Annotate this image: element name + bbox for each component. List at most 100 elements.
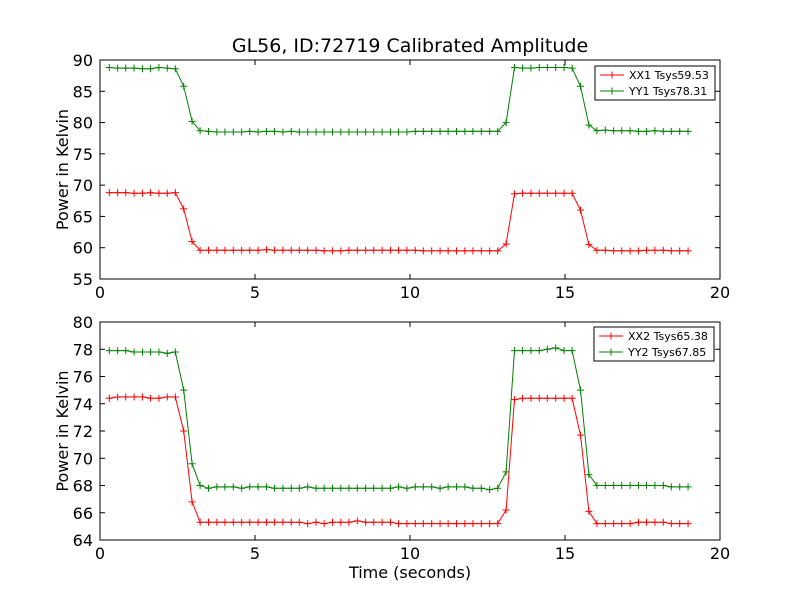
data-point bbox=[196, 482, 204, 489]
data-point bbox=[552, 344, 560, 352]
y-tick-label: 60 bbox=[73, 239, 93, 258]
data-point bbox=[213, 246, 221, 254]
data-point bbox=[353, 517, 361, 525]
data-point bbox=[461, 520, 469, 528]
data-point bbox=[510, 396, 518, 404]
data-point bbox=[114, 393, 122, 401]
data-point bbox=[618, 482, 626, 489]
data-point bbox=[262, 483, 270, 491]
data-point bbox=[651, 127, 659, 135]
data-point bbox=[618, 247, 626, 255]
data-point bbox=[188, 498, 196, 506]
data-point bbox=[304, 246, 312, 254]
data-point bbox=[122, 189, 130, 197]
data-point bbox=[601, 246, 609, 254]
subplot-bottom: 0 5 10 15 20 64 66 68 70 72 74 76 78 80 Power in Kelvi… bbox=[53, 313, 730, 563]
data-point bbox=[147, 65, 155, 73]
data-point bbox=[329, 247, 336, 255]
y-tick-label: 70 bbox=[73, 176, 93, 195]
data-point bbox=[634, 127, 642, 135]
data-point bbox=[684, 483, 692, 491]
data-point bbox=[304, 520, 312, 528]
data-point bbox=[444, 483, 452, 491]
data-point bbox=[320, 128, 328, 136]
data-point bbox=[428, 247, 436, 255]
data-point bbox=[527, 64, 535, 72]
data-point bbox=[543, 64, 551, 72]
data-point bbox=[676, 483, 684, 491]
data-point bbox=[676, 127, 684, 135]
data-point bbox=[428, 483, 436, 491]
x-tick-label: 10 bbox=[400, 283, 420, 302]
data-point bbox=[535, 394, 543, 402]
data-point bbox=[560, 347, 568, 355]
data-point bbox=[353, 128, 361, 136]
data-point bbox=[643, 482, 651, 489]
data-point bbox=[105, 64, 113, 72]
data-point bbox=[453, 520, 460, 528]
data-point bbox=[535, 189, 543, 197]
data-point bbox=[362, 484, 370, 492]
data-point bbox=[527, 347, 535, 355]
data-point bbox=[469, 247, 477, 255]
data-point bbox=[180, 205, 188, 213]
data-point bbox=[105, 347, 113, 355]
data-point bbox=[295, 484, 303, 492]
data-point bbox=[535, 347, 543, 355]
data-point bbox=[287, 246, 295, 254]
data-point bbox=[279, 246, 287, 254]
data-point bbox=[370, 518, 378, 526]
data-point bbox=[262, 246, 270, 254]
data-point bbox=[386, 128, 394, 136]
data-point bbox=[138, 65, 146, 73]
data-point bbox=[122, 347, 130, 355]
data-point bbox=[196, 127, 204, 135]
data-point bbox=[221, 518, 229, 526]
data-point bbox=[659, 246, 667, 254]
data-point bbox=[362, 246, 370, 254]
data-point bbox=[634, 482, 642, 489]
data-point bbox=[155, 348, 163, 356]
y-tick-label: 76 bbox=[73, 368, 93, 387]
data-point bbox=[229, 128, 237, 136]
data-point bbox=[428, 520, 436, 528]
legend-label: XX1 Tsys59.53 bbox=[629, 69, 709, 82]
data-point bbox=[486, 247, 494, 255]
data-point bbox=[411, 520, 419, 528]
data-point bbox=[205, 127, 212, 135]
data-point bbox=[643, 518, 651, 526]
data-point bbox=[147, 394, 155, 402]
y-tick-label: 75 bbox=[73, 145, 93, 164]
data-point bbox=[171, 348, 179, 356]
data-point bbox=[304, 128, 312, 136]
y-tick-label: 80 bbox=[73, 313, 93, 332]
data-point bbox=[378, 518, 386, 526]
data-point bbox=[477, 127, 485, 135]
chart-title: GL56, ID:72719 Calibrated Amplitude bbox=[232, 35, 588, 57]
legend-marker bbox=[608, 87, 616, 95]
data-point bbox=[238, 518, 246, 526]
y-tick-label: 68 bbox=[73, 477, 93, 496]
data-point bbox=[188, 237, 196, 245]
data-point bbox=[618, 520, 626, 528]
data-point bbox=[221, 483, 229, 491]
data-point bbox=[626, 520, 634, 528]
data-point bbox=[560, 189, 568, 197]
y-axis-label: Power in Kelvin bbox=[53, 370, 72, 491]
data-point bbox=[535, 64, 543, 72]
data-point bbox=[221, 246, 229, 254]
data-point bbox=[494, 520, 502, 528]
data-point bbox=[593, 482, 601, 489]
data-point bbox=[585, 121, 593, 129]
data-point bbox=[486, 520, 494, 528]
data-point bbox=[295, 246, 303, 254]
data-point bbox=[428, 127, 436, 135]
y-tick-label: 72 bbox=[73, 422, 93, 441]
data-point bbox=[510, 64, 518, 72]
y-tick-label: 66 bbox=[73, 504, 93, 523]
data-point bbox=[502, 240, 510, 248]
legend-marker bbox=[607, 348, 615, 356]
data-point bbox=[229, 518, 237, 526]
data-point bbox=[254, 128, 262, 136]
data-point bbox=[163, 393, 171, 401]
